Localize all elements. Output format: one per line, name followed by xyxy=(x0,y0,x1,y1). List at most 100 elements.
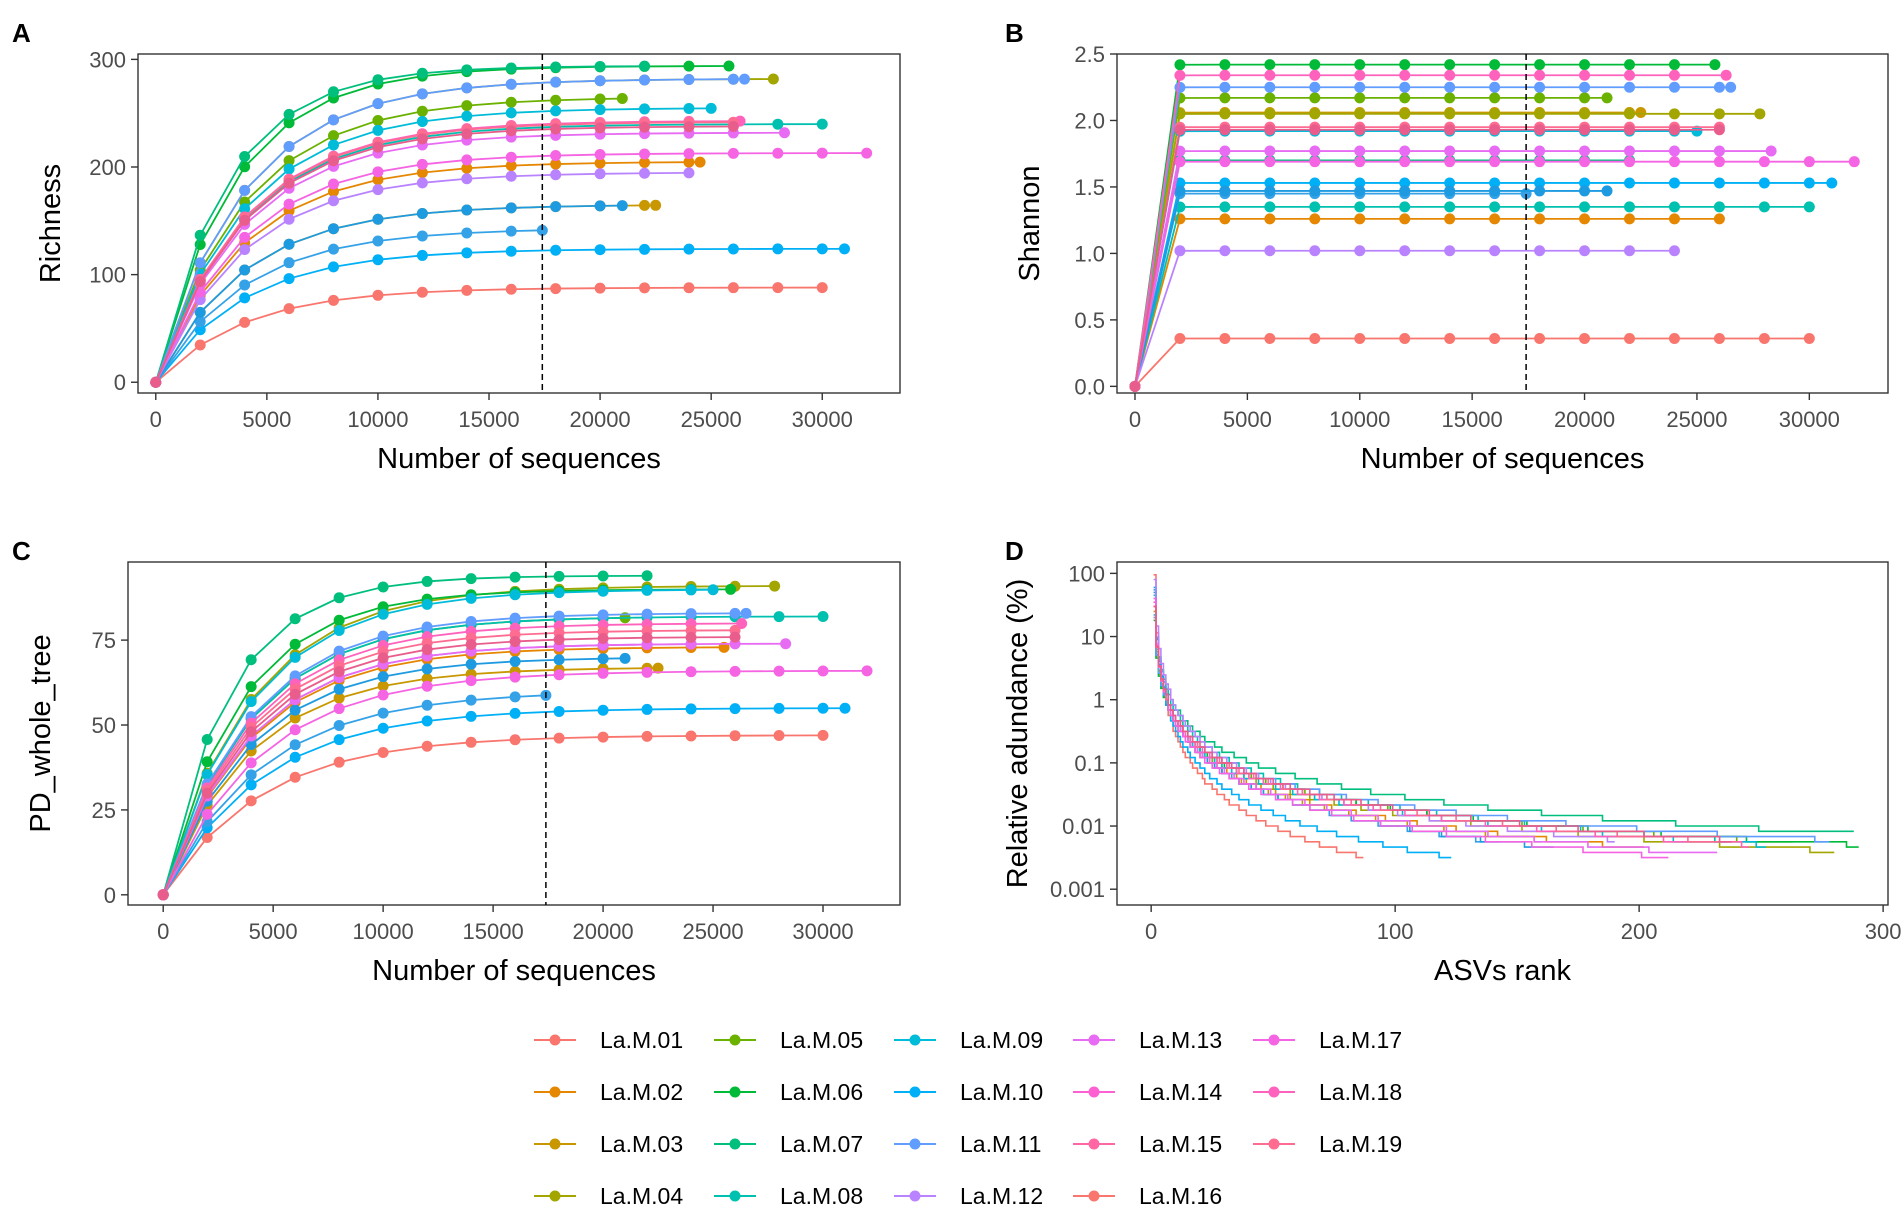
data-point xyxy=(1489,201,1501,213)
data-point xyxy=(1219,92,1231,104)
data-point xyxy=(327,86,339,98)
y-tick-label: 0.0 xyxy=(1074,374,1105,399)
data-point xyxy=(509,707,521,719)
y-tick-label: 200 xyxy=(89,155,126,180)
data-point xyxy=(1489,177,1501,189)
data-point xyxy=(1174,81,1186,93)
plot-frame xyxy=(1116,53,1889,394)
data-point xyxy=(1219,177,1231,189)
data-point xyxy=(683,121,695,133)
data-point xyxy=(239,292,251,304)
series-line xyxy=(162,615,824,896)
plot-area xyxy=(150,54,873,393)
data-point xyxy=(1354,81,1366,93)
legend-label: La.M.07 xyxy=(780,1131,863,1157)
data-point xyxy=(729,631,741,643)
data-point xyxy=(239,264,251,276)
series-line xyxy=(162,588,714,896)
data-point xyxy=(372,114,384,126)
data-point xyxy=(641,584,653,596)
data-point xyxy=(1534,156,1546,168)
data-point xyxy=(550,201,562,213)
data-point xyxy=(1534,213,1546,225)
data-point xyxy=(1489,69,1501,81)
data-point xyxy=(723,60,735,72)
data-point xyxy=(1668,156,1680,168)
data-point xyxy=(639,243,651,255)
data-point xyxy=(461,82,473,94)
data-point xyxy=(1713,201,1725,213)
data-point xyxy=(683,243,695,255)
series-La.M.09 xyxy=(157,584,719,901)
legend-label: La.M.16 xyxy=(1139,1183,1222,1209)
data-point xyxy=(641,703,653,715)
y-tick-label: 0.1 xyxy=(1074,751,1105,776)
data-point xyxy=(377,581,389,593)
data-point xyxy=(553,587,565,599)
data-point xyxy=(505,78,517,90)
plot-frame xyxy=(137,53,901,394)
legend: La.M.01 La.M.02 La.M.03 La.M.04 La.M.05 La.M.… xyxy=(534,1027,1402,1209)
legend-item: La.M.01 xyxy=(534,1027,683,1053)
data-point xyxy=(1129,380,1141,392)
data-point xyxy=(685,730,697,742)
data-point xyxy=(283,177,295,189)
data-point xyxy=(683,282,695,294)
series-La.M.06 xyxy=(1129,59,1721,392)
data-point xyxy=(1601,92,1613,104)
data-point xyxy=(639,148,651,160)
panel-a: A 0 5000 10000 15000 20000 25000 30000 0 100 200 30… xyxy=(12,18,901,475)
legend-label: La.M.13 xyxy=(1139,1027,1222,1053)
data-point xyxy=(773,611,785,623)
x-tick-label: 25000 xyxy=(1666,407,1727,432)
data-point xyxy=(461,100,473,112)
data-point xyxy=(1624,69,1636,81)
data-point xyxy=(1264,69,1276,81)
series-line xyxy=(1134,126,1720,387)
data-point xyxy=(461,173,473,185)
legend-label: La.M.11 xyxy=(960,1131,1041,1157)
legend-item: La.M.15 xyxy=(1073,1131,1222,1157)
data-point xyxy=(283,108,295,120)
data-point xyxy=(1219,108,1231,120)
data-point xyxy=(416,249,428,261)
data-point xyxy=(333,719,345,731)
data-point xyxy=(550,283,562,295)
data-point xyxy=(245,757,257,769)
data-point xyxy=(416,105,428,117)
data-point xyxy=(239,231,251,243)
data-point xyxy=(1399,201,1411,213)
data-point xyxy=(461,128,473,140)
series-line xyxy=(162,629,736,896)
data-point xyxy=(597,609,609,621)
y-tick-label: 2.5 xyxy=(1074,42,1105,67)
series-line xyxy=(1134,192,1527,387)
legend-key-point xyxy=(1088,1138,1100,1150)
data-point xyxy=(1668,124,1680,136)
data-point xyxy=(1624,108,1636,120)
data-point xyxy=(416,208,428,220)
data-point xyxy=(778,127,790,139)
data-point xyxy=(1354,108,1366,120)
data-point xyxy=(639,103,651,115)
data-point xyxy=(1579,213,1591,225)
data-point xyxy=(740,607,752,619)
data-point xyxy=(773,730,785,742)
data-point xyxy=(594,75,606,87)
series-line xyxy=(162,646,725,896)
data-point xyxy=(289,724,301,736)
data-point xyxy=(421,621,433,633)
data-point xyxy=(245,726,257,738)
data-point xyxy=(201,733,213,745)
data-point xyxy=(597,704,609,716)
data-point xyxy=(597,570,609,582)
data-point xyxy=(465,736,477,748)
series-line xyxy=(155,229,543,383)
data-point xyxy=(597,731,609,743)
data-point xyxy=(289,670,301,682)
data-point xyxy=(550,169,562,181)
data-point xyxy=(239,150,251,162)
x-tick-label: 25000 xyxy=(682,919,743,944)
data-point xyxy=(461,110,473,122)
data-point xyxy=(729,665,741,677)
